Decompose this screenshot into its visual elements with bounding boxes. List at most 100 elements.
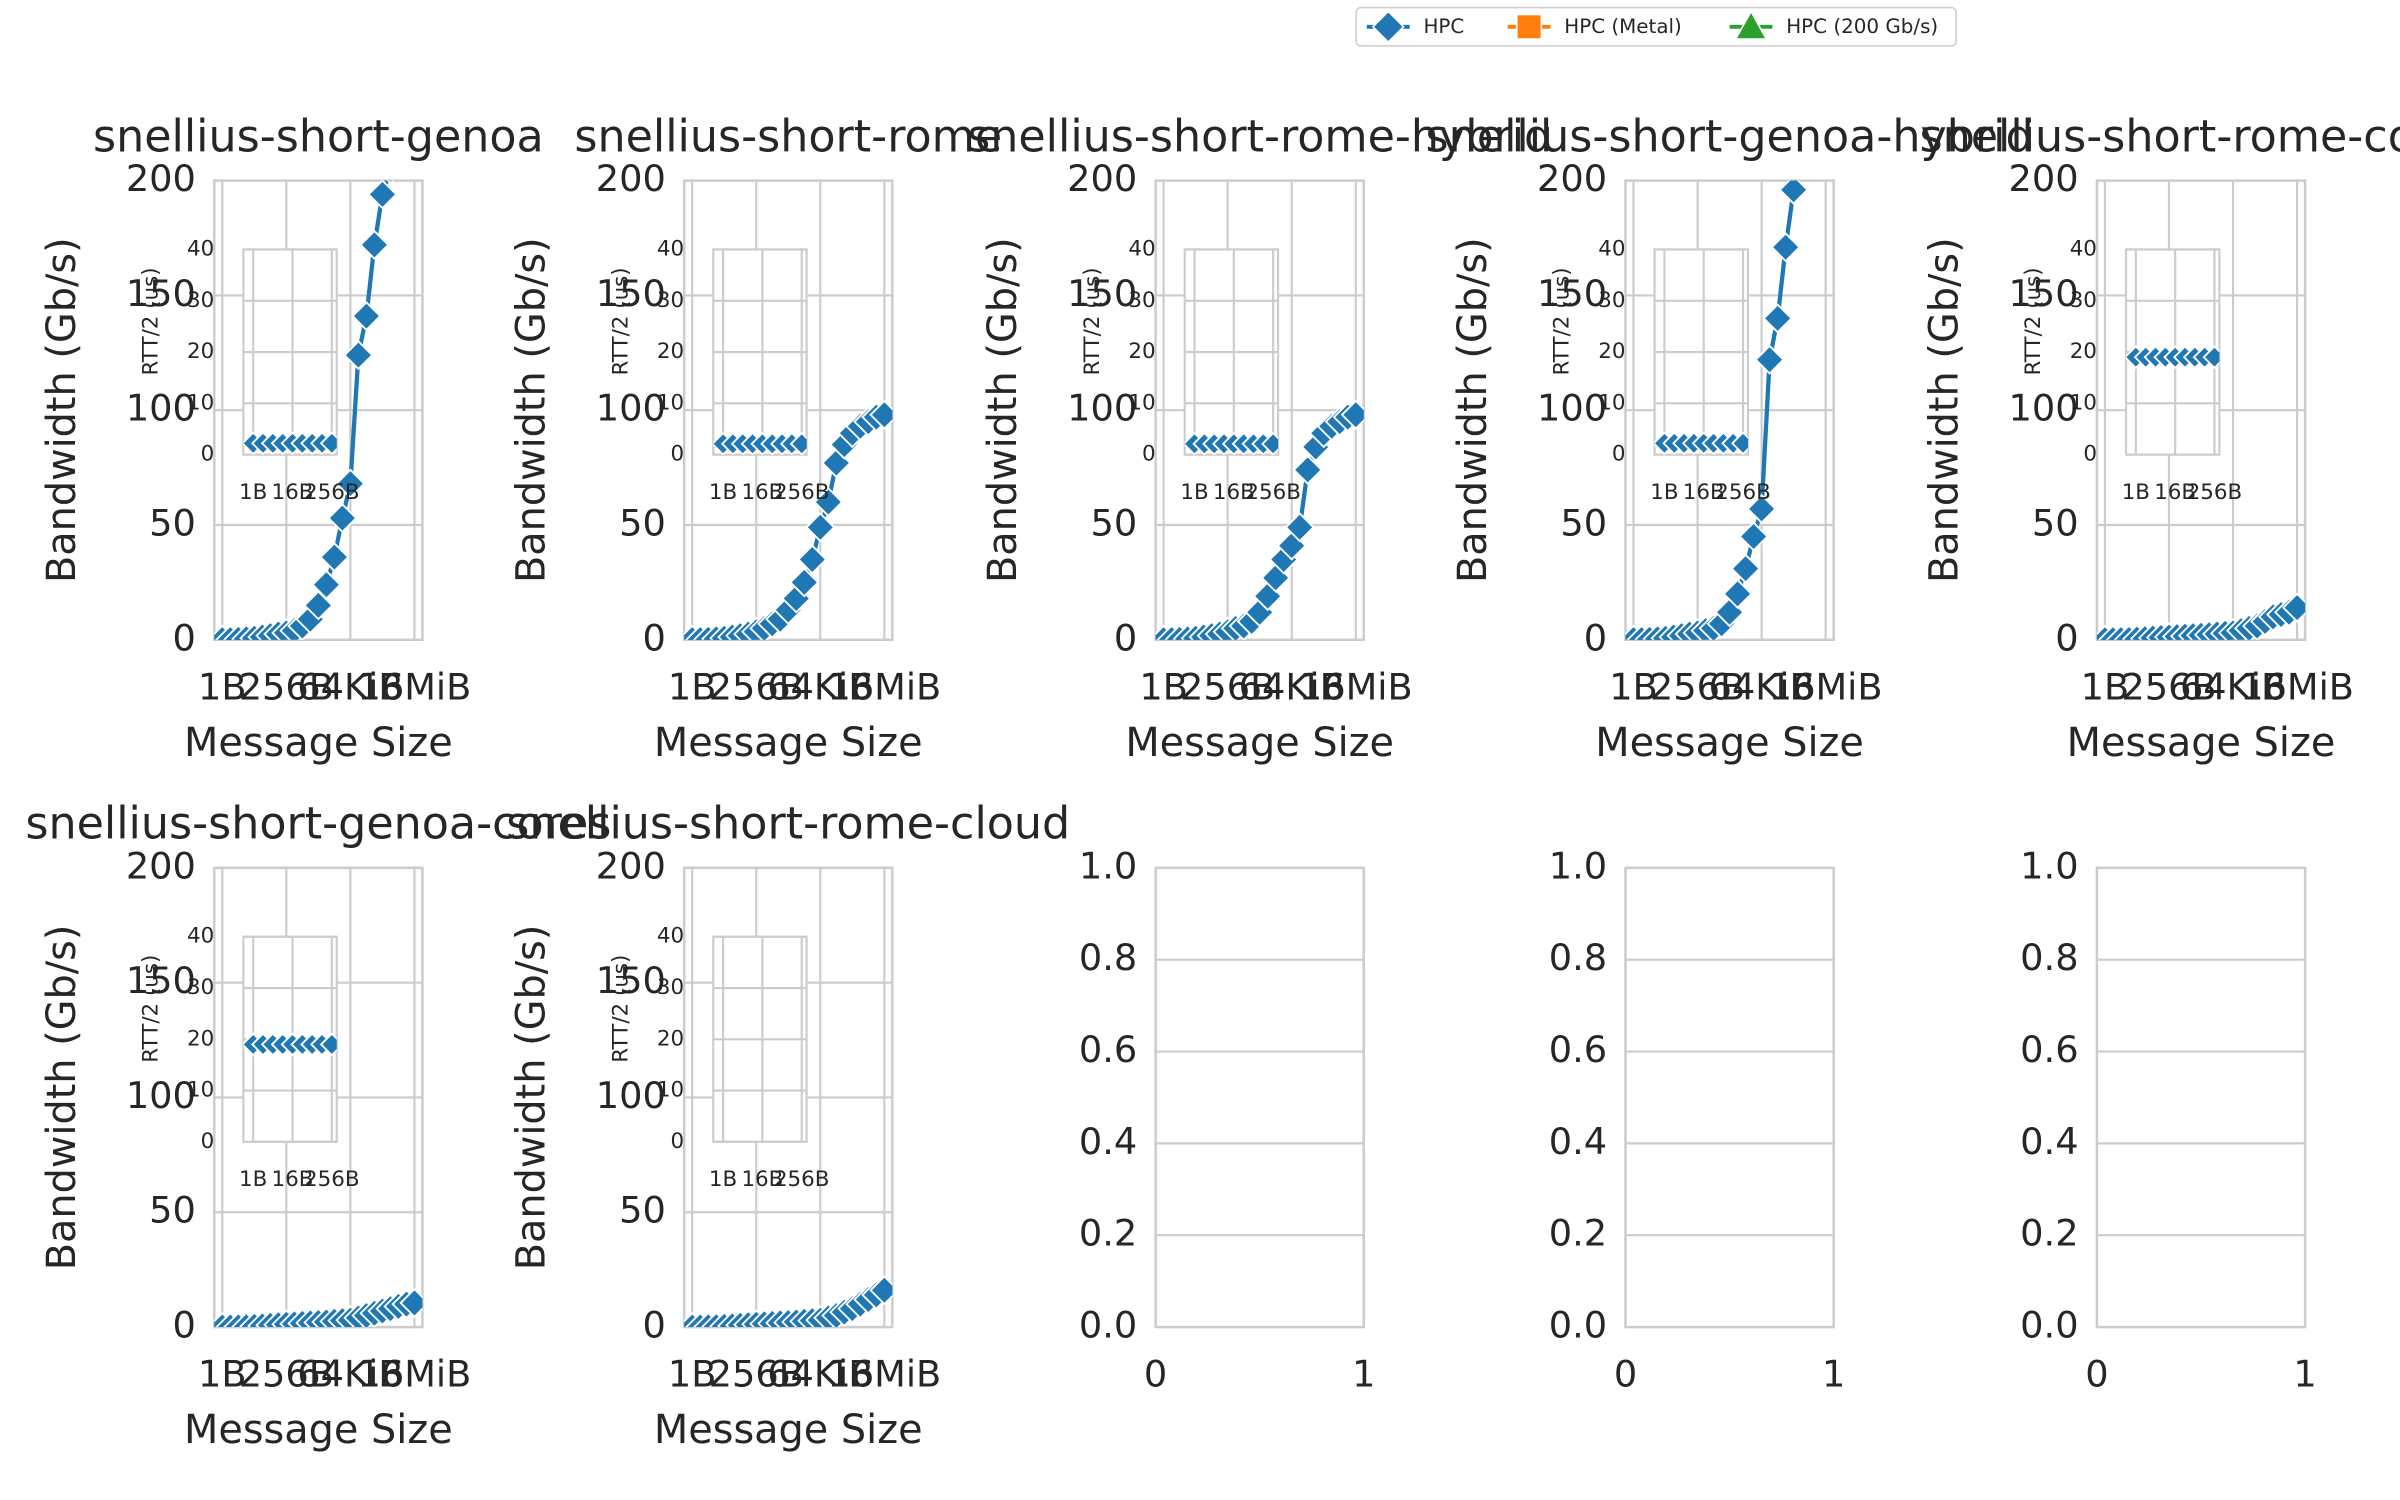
inset-y-tick-label: 40 [1128,236,1155,261]
x-tick-label: 256B [709,1353,804,1396]
x-tick-label: 64KiB [2180,665,2286,708]
inset-x-tick-label: 1B [2122,480,2150,505]
inset-y-tick-label: 20 [187,339,214,364]
inset-frame [1183,248,1280,456]
x-tick-label: 1B [668,1353,717,1396]
inset-y-tick-label: 10 [657,1078,684,1103]
data-point [367,180,398,210]
data-point [1770,232,1801,263]
x-tick-label: 16MiB [358,1353,472,1396]
x-axis-label: Message Size [184,720,453,766]
y-axis-label: Bandwidth (Gb/s) [39,237,85,583]
y-tick-label: 0 [642,1304,665,1347]
x-tick-label: 16MiB [358,665,472,708]
inset-y-tick-label: 40 [187,236,214,261]
inset-y-tick-label: 30 [1128,288,1155,313]
y-tick-label: 50 [1091,502,1138,545]
inset-x-tick-label: 256B [774,480,830,505]
x-tick-label: 16MiB [2240,665,2354,708]
inset-y-tick-label: 30 [2070,288,2097,313]
y-tick-label: 150 [596,959,666,1002]
subplot: 0.0 0.2 0.4 0.6 0.8 1.0 0 1 [2020,844,2317,1395]
inset-y-axis-label: RTT/2 (us) [139,267,164,375]
y-tick-label: 0 [173,1304,196,1347]
data-point [327,503,358,534]
inset-frame [712,935,808,1143]
y-tick-label: 50 [1560,502,1607,545]
inset-x-tick-label: 1B [1650,480,1678,505]
y-tick-label: 0 [173,616,196,659]
x-tick-label: 0 [1614,1353,1637,1396]
series-group [712,885,812,906]
series-group [713,431,807,455]
series-group [1654,431,1748,455]
inset-y-axis-label: RTT/2 (us) [2021,267,2046,375]
inset-y-tick-label: 20 [657,1026,684,1051]
inset-y-tick-label: 10 [187,390,214,415]
data-point [797,544,828,575]
data-point [1722,578,1753,609]
inset-x-tick-label: 16B [741,1167,783,1192]
inset-x-tick-label: 1B [709,480,737,505]
x-tick-label: 1B [2081,665,2130,708]
subplot: 0.0 0.2 0.4 0.6 0.8 1.0 0 1 [1079,844,1376,1395]
inset-x-tick-label: 16B [741,480,783,505]
axes-frame [213,179,424,642]
inset-y-tick-label: 0 [201,442,215,467]
x-axis-label: Message Size [654,1407,923,1453]
y-tick-label: 50 [619,1189,666,1232]
y-tick-label: 200 [1067,157,1137,200]
inset-y-tick-label: 0 [201,1129,215,1154]
x-tick-label: 1B [668,665,717,708]
legend-marker [1734,9,1768,40]
inset-y-tick-label: 40 [1598,236,1625,261]
subplot: 0.0 0.2 0.4 0.6 0.8 1.0 0 1 [1549,844,1846,1395]
x-tick-label: 64KiB [767,665,873,708]
axes-frame [1624,866,1835,1329]
data-point [742,885,763,906]
x-tick-label: 256B [239,665,334,708]
legend-frame [1355,6,1957,47]
legend-marker [1516,13,1543,40]
legend-label: HPC (Metal) [1564,15,1682,38]
inset-x-tick-label: 256B [304,1167,360,1192]
inset-y-tick-label: 40 [657,924,684,949]
y-tick-label: 0 [642,616,665,659]
data-point [319,1032,337,1057]
data-point [752,885,773,906]
inset-frame [242,248,338,456]
data-point [771,885,792,906]
x-axis-label: Message Size [1595,720,1864,766]
y-tick-label: 0.2 [2020,1212,2078,1255]
inset-frame [1653,248,1750,456]
data-point [1261,431,1279,455]
y-tick-label: 50 [149,1189,196,1232]
inset-y-tick-label: 20 [187,1026,214,1051]
y-tick-label: 100 [1067,387,1137,430]
inset-y-tick-label: 40 [657,236,684,261]
y-tick-label: 1.0 [2020,844,2078,887]
y-tick-label: 0.4 [1079,1120,1137,1163]
y-axis-label: Bandwidth (Gb/s) [980,237,1026,583]
inset-y-axis-label: RTT/2 (us) [1080,267,1105,375]
subplot: 0501001502001B256B64KiB16MiBsnellius-sho… [967,111,1552,766]
y-tick-label: 0 [1114,616,1137,659]
inset-x-tick-label: 256B [304,480,360,505]
data-point [712,885,733,906]
series-group [1155,399,1364,640]
y-axis-label: Bandwidth (Gb/s) [509,237,555,583]
series-group [243,431,337,455]
data-point [1731,431,1748,455]
subplot-title: snellius-short-rome-cloud [506,799,1070,850]
y-tick-label: 0.4 [2020,1120,2078,1163]
data-point [1340,399,1364,430]
inset-x-tick-label: 256B [774,1167,830,1192]
legend-label: HPC (200 Gb/s) [1786,15,1938,38]
x-tick-label: 16MiB [827,665,941,708]
y-tick-label: 200 [126,157,196,200]
data-point [311,569,342,600]
inset-x-tick-label: 16B [1683,480,1725,505]
subplot-title: snellius-short-genoa-cores [25,799,611,850]
